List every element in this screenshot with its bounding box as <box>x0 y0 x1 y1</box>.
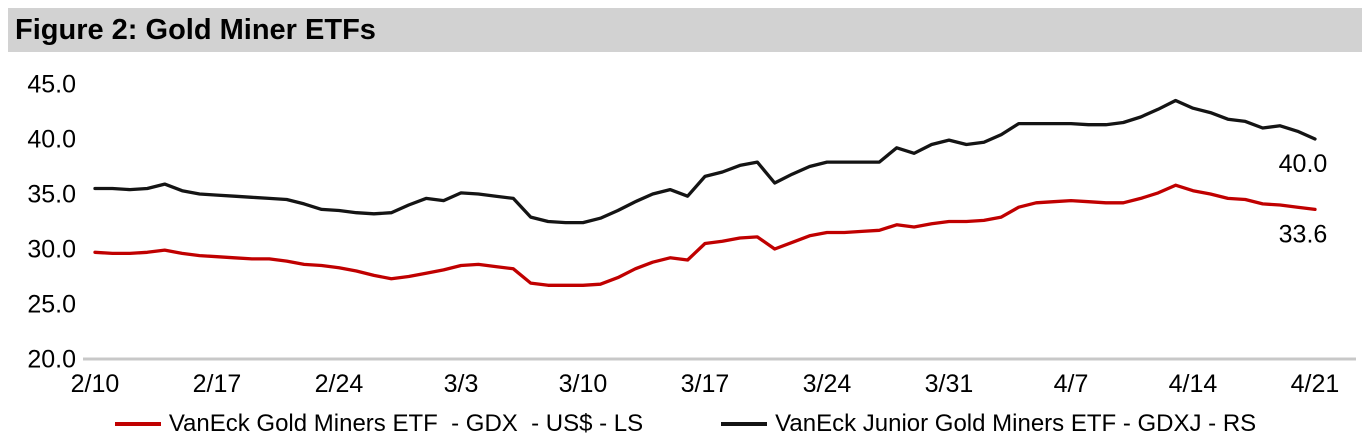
x-tick-label: 4/21 <box>1291 370 1340 398</box>
legend: VanEck Gold Miners ETF - GDX - US$ - LS V… <box>0 404 1371 444</box>
x-tick-label: 2/17 <box>193 370 242 398</box>
y-tick-label: 40.0 <box>27 126 76 154</box>
legend-line-gdx <box>114 422 161 426</box>
legend-item-gdx: VanEck Gold Miners ETF - GDX - US$ - LS <box>114 410 644 438</box>
x-tick-label: 3/17 <box>681 370 730 398</box>
x-tick-label: 3/3 <box>444 370 479 398</box>
x-tick-label: 3/24 <box>803 370 852 398</box>
y-tick-label: 45.0 <box>27 71 76 99</box>
figure-title-banner: Figure 2: Gold Miner ETFs <box>8 8 1362 52</box>
y-tick-label: 25.0 <box>27 291 76 319</box>
x-tick-label: 3/10 <box>559 370 608 398</box>
x-tick-label: 4/7 <box>1054 370 1089 398</box>
x-tick-label: 2/10 <box>71 370 120 398</box>
legend-line-gdxj <box>721 422 768 426</box>
gdxj-line <box>93 98 1317 225</box>
plot-area: 20.0 25.0 30.0 35.0 40.0 45.0 2/10 2/17 2/24 3/3 3… <box>27 71 1356 398</box>
y-tick-label: 20.0 <box>27 346 76 374</box>
figure-title: Figure 2: Gold Miner ETFs <box>15 13 376 46</box>
y-tick-label: 30.0 <box>27 236 76 264</box>
gdx-end-label: 33.6 <box>1279 220 1328 248</box>
gdxj-end-label: 40.0 <box>1279 150 1328 178</box>
legend-item-gdxj: VanEck Junior Gold Miners ETF - GDXJ - R… <box>721 410 1256 438</box>
x-tick-label: 3/31 <box>925 370 974 398</box>
y-tick-label: 35.0 <box>27 181 76 209</box>
x-tick-label: 2/24 <box>315 370 364 398</box>
x-tick-label: 4/14 <box>1169 370 1218 398</box>
legend-label-gdx: VanEck Gold Miners ETF - GDX - US$ - LS <box>168 410 644 437</box>
gdx-line <box>93 183 1317 287</box>
legend-label-gdxj: VanEck Junior Gold Miners ETF - GDXJ - R… <box>775 410 1257 437</box>
